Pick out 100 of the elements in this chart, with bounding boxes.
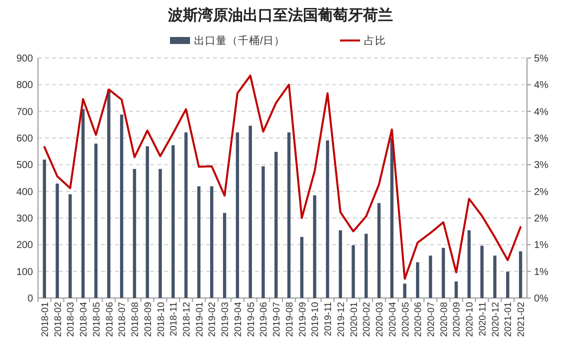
bar <box>506 272 510 298</box>
chart-title: 波斯湾原油出口至法国葡萄牙荷兰 <box>167 6 393 24</box>
bar <box>377 203 381 298</box>
legend-label: 占比 <box>364 34 386 47</box>
x-tick-label: 2018-10 <box>156 302 167 337</box>
bar <box>493 256 496 298</box>
bar <box>81 108 85 298</box>
x-tick-label: 2019-08 <box>284 302 296 337</box>
bar <box>172 145 175 298</box>
x-tick-label: 2020-12 <box>490 302 502 337</box>
bar <box>326 140 330 298</box>
x-tick-label: 2018-06 <box>104 302 116 337</box>
x-tick-label: 2019-07 <box>272 302 283 337</box>
x-tick-label: 2020-06 <box>413 302 424 337</box>
x-tick-label: 2019-09 <box>297 302 308 337</box>
bar <box>428 256 432 298</box>
x-tick-label: 2019-12 <box>336 302 347 337</box>
bar <box>56 184 59 298</box>
bar <box>442 248 445 298</box>
y2-tick-label: 1% <box>534 240 549 252</box>
x-tick-label: 2019-01 <box>194 302 206 337</box>
y2-tick-label: 4% <box>534 106 549 118</box>
bar <box>197 186 200 298</box>
x-tick-label: 2020-01 <box>348 302 360 337</box>
x-tick-label: 2020-07 <box>426 302 437 337</box>
x-tick-label: 2020-09 <box>452 302 463 337</box>
y-tick-label: 700 <box>16 106 34 118</box>
x-tick-label: 2020-02 <box>362 302 373 337</box>
bar <box>248 126 252 298</box>
bar <box>222 212 226 298</box>
y-tick-label: 900 <box>16 54 34 64</box>
x-tick-label: 2019-10 <box>310 302 322 337</box>
bar <box>158 168 162 298</box>
y2-tick-label: 2% <box>534 214 549 224</box>
bar <box>94 144 98 298</box>
bar <box>390 138 394 298</box>
y-tick-label: 500 <box>16 160 34 172</box>
x-tick-label: 2018-05 <box>91 302 102 337</box>
x-tick-label: 2019-06 <box>258 302 270 337</box>
x-tick-label: 2020-04 <box>387 302 398 337</box>
x-tick-label: 2018-02 <box>52 302 64 337</box>
y-tick-label: 600 <box>16 134 34 144</box>
x-tick-label: 2018-03 <box>66 302 77 337</box>
bar <box>262 166 265 298</box>
bar <box>313 195 316 298</box>
bar <box>42 160 46 298</box>
x-tick-label: 2018-04 <box>78 302 90 337</box>
x-tick-label: 2020-11 <box>477 302 488 336</box>
y2-tick-label: 2% <box>534 186 549 198</box>
x-tick-label: 2019-04 <box>232 302 244 337</box>
y2-tick-label: 3% <box>534 134 549 144</box>
x-tick-label: 2020-10 <box>464 302 476 337</box>
bar <box>454 281 458 298</box>
y-tick-label: 0 <box>27 294 34 304</box>
y-tick-label: 100 <box>16 266 34 278</box>
x-tick-label: 2018-11 <box>168 302 180 336</box>
bar <box>120 114 124 298</box>
x-tick-label: 2021-01 <box>503 302 514 337</box>
bar <box>287 132 291 298</box>
bar <box>300 236 304 298</box>
x-tick-label: 2021-02 <box>516 302 528 337</box>
bar <box>274 152 278 298</box>
bar <box>480 246 484 298</box>
bar <box>364 234 368 298</box>
x-tick-label: 2019-11 <box>323 302 334 336</box>
y2-tick-label: 4% <box>534 80 549 92</box>
bar <box>184 132 188 298</box>
x-tick-label: 2018-01 <box>40 302 51 337</box>
bar <box>338 230 342 298</box>
y-tick-label: 200 <box>16 240 34 252</box>
bar <box>467 230 471 298</box>
bar <box>403 284 406 298</box>
bar <box>132 168 136 298</box>
bar <box>68 194 72 298</box>
x-tick-label: 2020-05 <box>400 302 412 337</box>
x-tick-label: 2020-08 <box>438 302 450 337</box>
x-tick-label: 2018-12 <box>181 302 192 337</box>
y-tick-label: 800 <box>16 80 34 92</box>
bar <box>107 90 110 298</box>
y-tick-label: 300 <box>16 214 34 224</box>
x-tick-label: 2018-09 <box>142 302 154 337</box>
y2-tick-label: 5% <box>534 54 549 64</box>
y2-tick-label: 0% <box>534 294 549 304</box>
bar <box>236 132 240 298</box>
y2-tick-label: 1% <box>534 266 549 278</box>
bar <box>352 245 355 298</box>
x-tick-label: 2018-07 <box>117 302 128 337</box>
bar <box>210 186 214 298</box>
x-tick-label: 2019-05 <box>246 302 257 337</box>
legend-label: 出口量（千桶/日） <box>194 34 285 47</box>
line-series <box>43 74 522 280</box>
x-tick-label: 2019-02 <box>207 302 218 337</box>
bar <box>518 251 522 298</box>
y2-tick-label: 3% <box>534 160 549 172</box>
y-tick-label: 400 <box>16 186 34 198</box>
bar <box>146 146 149 298</box>
bar <box>416 262 420 298</box>
x-tick-label: 2020-03 <box>374 302 386 337</box>
x-tick-label: 2019-03 <box>220 302 232 337</box>
x-tick-label: 2018-08 <box>130 302 142 337</box>
